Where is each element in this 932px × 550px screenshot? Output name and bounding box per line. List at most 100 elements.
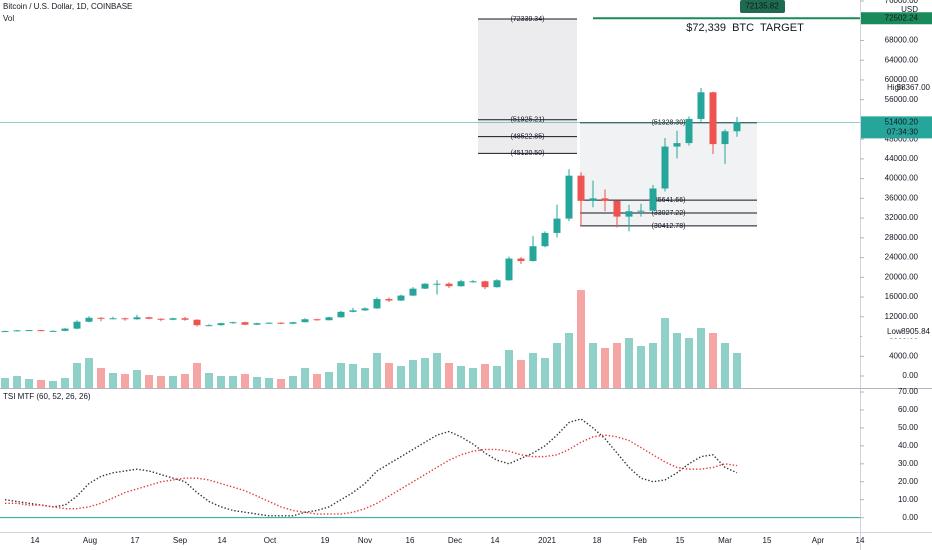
volume-bar: [505, 350, 513, 388]
volume-bar: [73, 363, 81, 388]
high-label: High: [887, 83, 903, 92]
low-tag: [862, 326, 932, 339]
candle-body: [649, 188, 657, 211]
countdown-label: 07:34:30: [887, 127, 919, 136]
volume-title: Vol: [3, 14, 14, 23]
candle-body: [421, 283, 429, 289]
candle-body: [637, 210, 645, 212]
candle-body: [529, 246, 537, 262]
volume-bar: [709, 333, 717, 388]
y-tick-label: 44000.00: [885, 154, 919, 163]
candle-body: [433, 283, 441, 285]
y-tick-label: 76000.00: [885, 0, 919, 5]
x-tick-label: Apr: [812, 536, 825, 545]
volume-bar: [85, 358, 93, 388]
candle-body: [181, 318, 189, 320]
candle-body: [721, 131, 729, 145]
volume-bar: [577, 290, 585, 388]
x-tick-label: 15: [763, 536, 772, 545]
volume-bar: [409, 360, 417, 388]
candle-body: [253, 323, 261, 325]
fib-label: (51328.30): [652, 120, 686, 127]
candle-body: [289, 322, 297, 324]
tsi-line: [5, 434, 738, 515]
candle-body: [565, 175, 573, 219]
candle-body: [733, 122, 741, 132]
volume-bar: [517, 360, 525, 388]
candle-body: [673, 143, 681, 147]
volume-bar: [133, 370, 141, 388]
candle-body: [481, 281, 489, 288]
candle-body: [313, 319, 321, 321]
volume-bar: [61, 378, 69, 388]
volume-bar: [13, 376, 21, 388]
candle-body: [61, 328, 69, 331]
volume-bar: [169, 376, 177, 388]
candle-body: [337, 311, 345, 318]
volume-bar: [421, 358, 429, 388]
volume-bar: [301, 368, 309, 388]
fib-box: [478, 19, 577, 154]
candle-body: [277, 322, 285, 324]
last-price-tag: [861, 116, 932, 139]
y-tick-label: 16000.00: [885, 292, 919, 301]
y-tick-label: 20.00: [898, 477, 919, 486]
candle-body: [349, 310, 357, 312]
candle-body: [109, 318, 117, 320]
candle-body: [229, 322, 237, 324]
candle-body: [169, 318, 177, 320]
candle-body: [157, 318, 165, 320]
volume-bar: [469, 368, 477, 388]
volume-bar: [217, 376, 225, 388]
x-tick-label: 16: [406, 536, 415, 545]
volume-bar: [661, 318, 669, 388]
y-tick-label: 28000.00: [885, 233, 919, 242]
x-tick-label: 14: [491, 536, 500, 545]
volume-bar: [241, 374, 249, 388]
y-tick-label: 60000.00: [885, 75, 919, 84]
volume-bar: [601, 348, 609, 388]
volume-bar: [205, 373, 213, 388]
volume-bar: [529, 353, 537, 388]
candle-body: [601, 198, 609, 201]
candle-body: [193, 319, 201, 326]
volume-bar: [361, 368, 369, 388]
candle-body: [145, 317, 153, 319]
fib-label: (51925.21): [511, 117, 545, 124]
candle-body: [301, 319, 309, 323]
candle-body: [133, 317, 141, 320]
volume-bar: [481, 364, 489, 388]
volume-bar: [193, 363, 201, 388]
candle-body: [409, 288, 417, 296]
x-tick-label: 15: [676, 536, 685, 545]
volume-bar: [553, 343, 561, 388]
candle-body: [697, 92, 705, 119]
candle-body: [325, 317, 333, 321]
candle-body: [37, 330, 45, 332]
x-tick-label: Mar: [718, 536, 732, 545]
y-tick-label: 0.00: [902, 371, 918, 380]
candle-body: [577, 175, 585, 201]
y-tick-label: 4000.00: [889, 351, 918, 360]
volume-bar: [313, 374, 321, 388]
volume-bar: [157, 376, 165, 388]
volume-bar: [637, 346, 645, 388]
fib-label: (72339.34): [511, 16, 545, 23]
fib-label: (35641.66): [652, 197, 686, 204]
last-price-label: 51400.20: [885, 117, 919, 126]
x-tick-label: 19: [321, 536, 330, 545]
x-tick-label: 14: [31, 536, 40, 545]
high-value: 58367.00: [897, 83, 931, 92]
fib-label: (33027.22): [652, 210, 686, 217]
volume-bar: [613, 343, 621, 388]
x-tick-label: Oct: [264, 536, 277, 545]
volume-bar: [493, 366, 501, 388]
candle-body: [241, 322, 249, 325]
candle-body: [685, 118, 693, 144]
y-tick-label: 50.00: [898, 423, 919, 432]
tsi-line: [4, 418, 738, 517]
volume-bar: [277, 379, 285, 388]
volume-bar: [325, 372, 333, 388]
y-tick-label: 0.00: [902, 513, 918, 522]
